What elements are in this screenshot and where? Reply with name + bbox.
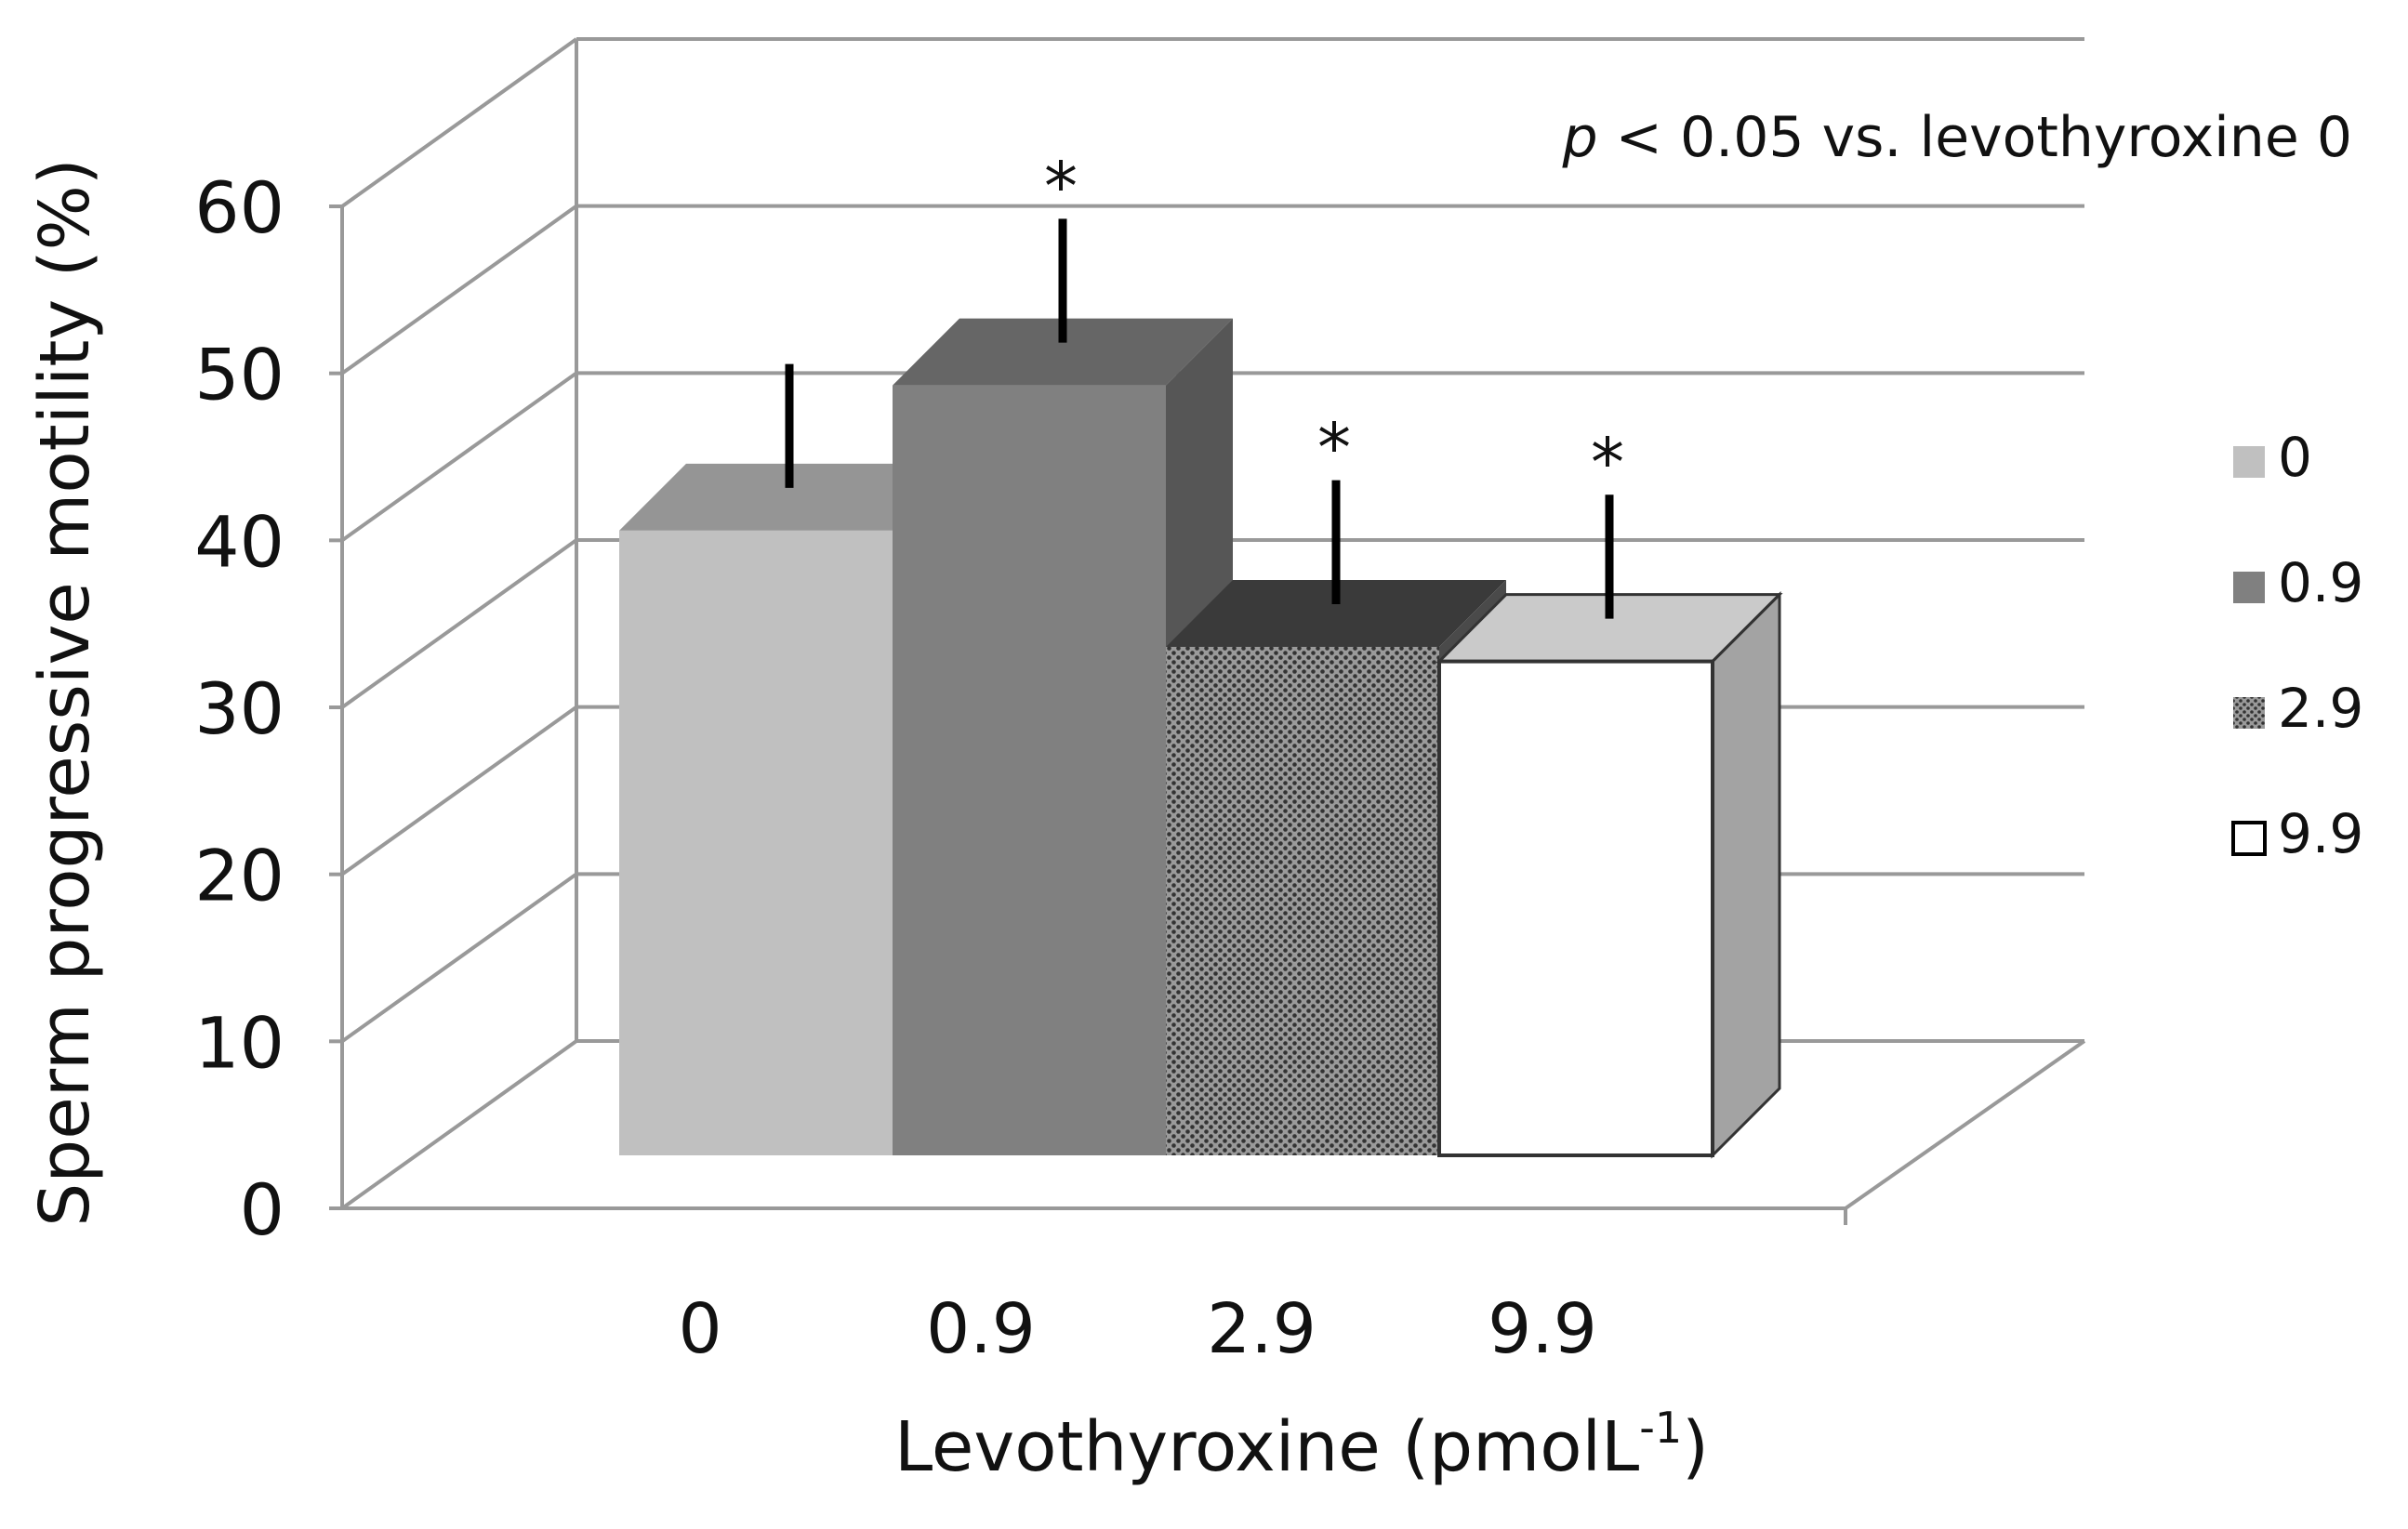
y-tick-label: 20: [194, 835, 284, 917]
legend-item: 0.9: [2233, 551, 2363, 614]
legend-swatch: [2231, 821, 2267, 856]
bar: [893, 385, 1166, 1155]
bar-group: * 9.9: [1436, 423, 1783, 1369]
bar-top: [619, 463, 959, 531]
gridline-side: [340, 872, 578, 1043]
gridline-side: [340, 371, 578, 542]
legend-item: 9.9: [2231, 802, 2363, 865]
y-axis-title: Sperm progressive motility (%): [25, 158, 105, 1227]
legend-item: 0: [2233, 426, 2312, 489]
legend-label: 9.9: [2278, 802, 2363, 865]
legend-swatch: [2233, 697, 2265, 729]
bars: 0 * 0.9 * 2.9 * 9.9: [619, 147, 1783, 1369]
legend-swatch: [2233, 572, 2265, 603]
x-axis-title: Levothyroxine (pmolL-1): [894, 1403, 1709, 1487]
gridline-side: [340, 1039, 578, 1210]
gridline-side: [340, 37, 578, 208]
y-tick-label: 60: [194, 166, 284, 249]
labels: Sperm progressive motility (%) Levothyro…: [25, 105, 2352, 1487]
y-tick-label: 30: [194, 667, 284, 750]
bar: [619, 530, 893, 1155]
legend-label: 2.9: [2278, 677, 2363, 740]
bar: [1437, 659, 1714, 1157]
x-tick-label: 2.9: [1207, 1289, 1316, 1369]
gridline-side: [340, 705, 578, 877]
significance-asterisk: *: [1591, 423, 1624, 501]
legend-item: 2.9: [2233, 677, 2363, 740]
significance-asterisk: *: [1044, 147, 1078, 225]
bar-side: [1713, 594, 1780, 1155]
gridline-side: [340, 204, 578, 376]
y-tick-label: 10: [194, 1001, 284, 1084]
bar: [1166, 646, 1439, 1155]
legend-label: 0.9: [2278, 551, 2363, 614]
y-tick-label: 40: [194, 500, 284, 583]
bar-side-outline: [1711, 590, 1781, 1159]
significance-asterisk: *: [1317, 409, 1351, 487]
y-tick-label: 0: [240, 1168, 284, 1251]
x-tick-label: 0.9: [926, 1289, 1036, 1369]
bar-top: [893, 318, 1233, 386]
x-tick-label: 0: [678, 1289, 721, 1369]
gridline-side: [340, 538, 578, 709]
x-tick-label: 9.9: [1488, 1289, 1597, 1369]
legend: 0 0.9 2.9 9.9: [2231, 426, 2363, 865]
y-tick-label: 50: [194, 334, 284, 416]
bar-top: [1439, 594, 1780, 662]
legend-label: 0: [2278, 426, 2312, 489]
floor-right-edge: [1844, 1039, 2086, 1210]
bar-top: [1166, 579, 1506, 647]
significance-note: p < 0.05 vs. levothyroxine 0: [1561, 105, 2352, 170]
legend-swatch: [2233, 446, 2265, 478]
